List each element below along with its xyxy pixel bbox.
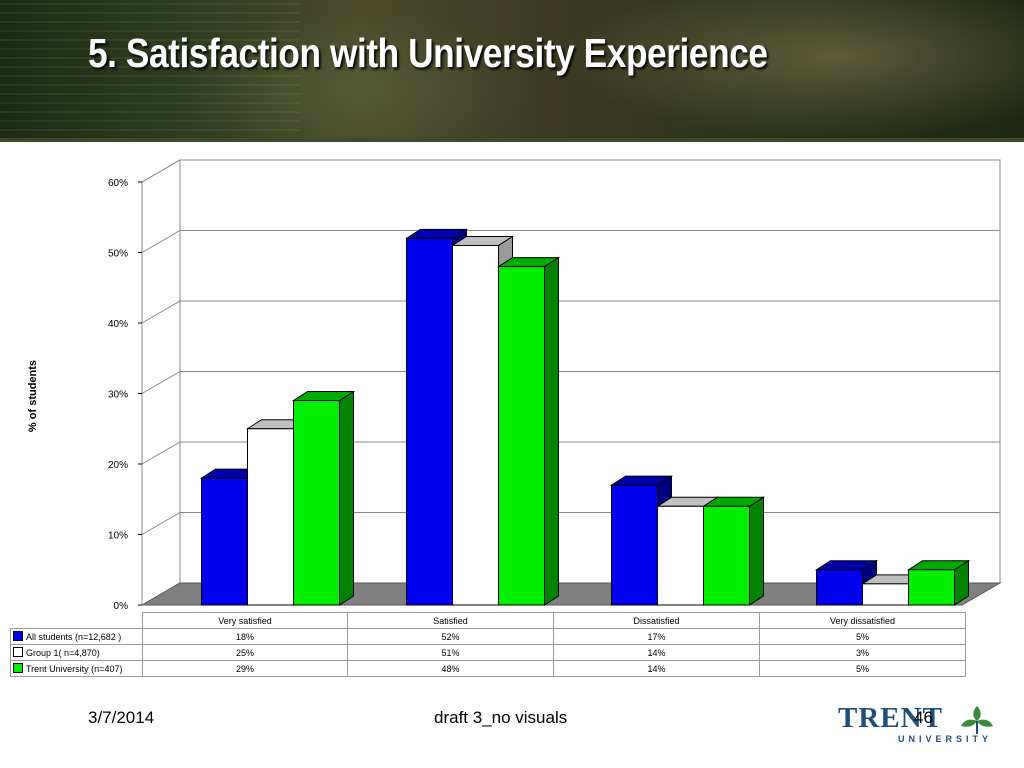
logo-wordmark: TRENT — [838, 702, 943, 734]
footer-text: draft 3_no visuals — [434, 708, 568, 727]
table-cell: 5% — [759, 628, 966, 645]
table-cell: 17% — [553, 628, 760, 645]
y-tick-label: 40% — [108, 319, 128, 330]
y-tick-label: 0% — [114, 601, 129, 612]
bar — [611, 484, 658, 606]
table-row: All students (n=12,682 ) 18% 52% 17% 5% — [10, 628, 966, 645]
bar — [406, 237, 453, 606]
table-row: Trent University (n=407) 29% 48% 14% 5% — [10, 660, 966, 677]
legend-label: Trent University (n=407) — [26, 664, 123, 674]
table-cell: 3% — [759, 644, 966, 661]
gridline — [141, 371, 1000, 394]
legend-swatch — [13, 647, 23, 657]
table-category-header: Very satisfied — [142, 612, 348, 629]
chart: 0% 10% 20% 30% 40% 50% 60% — [0, 150, 1024, 690]
bar — [247, 428, 294, 606]
bar — [816, 569, 863, 606]
table-category-header: Satisfied — [347, 612, 554, 629]
gridline — [141, 441, 1000, 465]
footer-date: 3/7/2014 — [88, 708, 155, 727]
table-cell: 29% — [142, 660, 348, 677]
legend-swatch — [13, 663, 23, 673]
bar-side — [749, 496, 764, 606]
bar — [862, 583, 909, 606]
logo-subtitle: UNIVERSITY — [898, 734, 993, 744]
data-table: Very satisfied Satisfied Dissatisfied Ve… — [10, 612, 966, 677]
y-tick-label: 20% — [108, 460, 128, 471]
gridline — [141, 230, 1000, 253]
y-tick-label: 50% — [108, 249, 128, 260]
bar-side — [544, 256, 559, 606]
table-cell: 18% — [142, 628, 348, 645]
table-cell: 5% — [759, 660, 966, 677]
header-banner — [0, 0, 1024, 140]
bar — [201, 477, 248, 606]
table-category-header: Very dissatisfied — [759, 612, 966, 629]
table-cell: 14% — [553, 660, 760, 677]
table-cell: 48% — [347, 660, 554, 677]
y-axis-title: % of students — [27, 359, 39, 433]
y-tick-label: 30% — [108, 390, 128, 401]
table-header-row: Very satisfied Satisfied Dissatisfied Ve… — [11, 612, 966, 629]
table-cell: 14% — [553, 644, 760, 661]
gridline — [141, 300, 1000, 324]
table-cell: 52% — [347, 628, 554, 645]
bar — [908, 569, 955, 606]
y-tick-label: 60% — [108, 178, 128, 189]
trent-university-logo: TRENT UNIVERSITY — [838, 700, 1008, 750]
legend-entry: Group 1( n=4,870) — [10, 644, 143, 661]
table-category-header: Dissatisfied — [553, 612, 760, 629]
header-divider — [0, 138, 1024, 142]
y-tick-label: 10% — [108, 531, 128, 542]
legend-label: Group 1( n=4,870) — [26, 648, 100, 658]
bar — [452, 244, 499, 606]
page-number: 46 — [914, 708, 933, 727]
slide-title: 5. Satisfaction with University Experien… — [88, 30, 768, 76]
legend-entry: Trent University (n=407) — [10, 660, 143, 677]
bar — [498, 266, 545, 606]
bar — [657, 505, 704, 606]
table-cell: 51% — [347, 644, 554, 661]
bar — [703, 505, 750, 606]
trillium-icon — [961, 706, 993, 734]
legend-swatch — [13, 631, 23, 641]
table-cell: 25% — [142, 644, 348, 661]
gridline — [141, 159, 1000, 183]
bar-side — [339, 390, 354, 606]
table-row: Group 1( n=4,870) 25% 51% 14% 3% — [10, 644, 966, 661]
legend-label: All students (n=12,682 ) — [26, 632, 122, 642]
bar — [293, 400, 340, 606]
legend-entry: All students (n=12,682 ) — [10, 628, 143, 645]
chart-plot: 0% 10% 20% 30% 40% 50% 60% — [108, 159, 1002, 612]
